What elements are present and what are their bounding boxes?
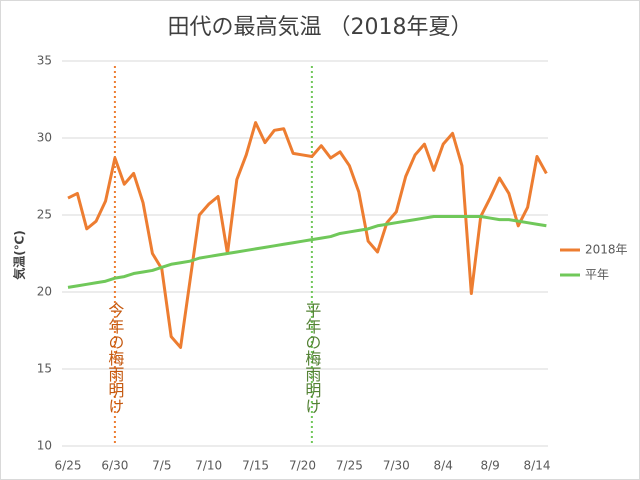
y-axis-label: 気温(℃) [12, 230, 27, 280]
legend-label: 平年 [585, 268, 609, 282]
chart-title: 田代の最高気温 （2018年夏） [168, 15, 473, 40]
series-line [67, 121, 548, 349]
x-tick-label: 7/25 [336, 459, 363, 473]
x-tick-label: 8/4 [434, 459, 453, 473]
y-tick-label: 35 [37, 54, 52, 68]
y-tick-label: 30 [37, 131, 52, 145]
x-tick-label: 7/20 [289, 459, 316, 473]
x-tick-label: 7/5 [152, 459, 171, 473]
y-tick-label: 25 [37, 208, 52, 222]
y-tick-label: 15 [37, 362, 52, 376]
x-tick-label: 7/10 [195, 459, 222, 473]
x-tick-label: 8/9 [480, 459, 499, 473]
y-tick-label: 10 [37, 439, 52, 453]
x-tick-label: 7/15 [242, 459, 269, 473]
x-tick-label: 6/30 [101, 459, 128, 473]
x-tick-label: 6/25 [55, 459, 82, 473]
annotation-text: 平年の梅雨明け [302, 302, 321, 414]
series-line [67, 215, 547, 289]
x-tick-label: 8/14 [524, 459, 551, 473]
y-tick-label: 20 [37, 285, 52, 299]
annotation-text: 今年の梅雨明け [105, 302, 124, 414]
x-tick-label: 7/30 [383, 459, 410, 473]
legend-label: 2018年 [585, 243, 628, 257]
